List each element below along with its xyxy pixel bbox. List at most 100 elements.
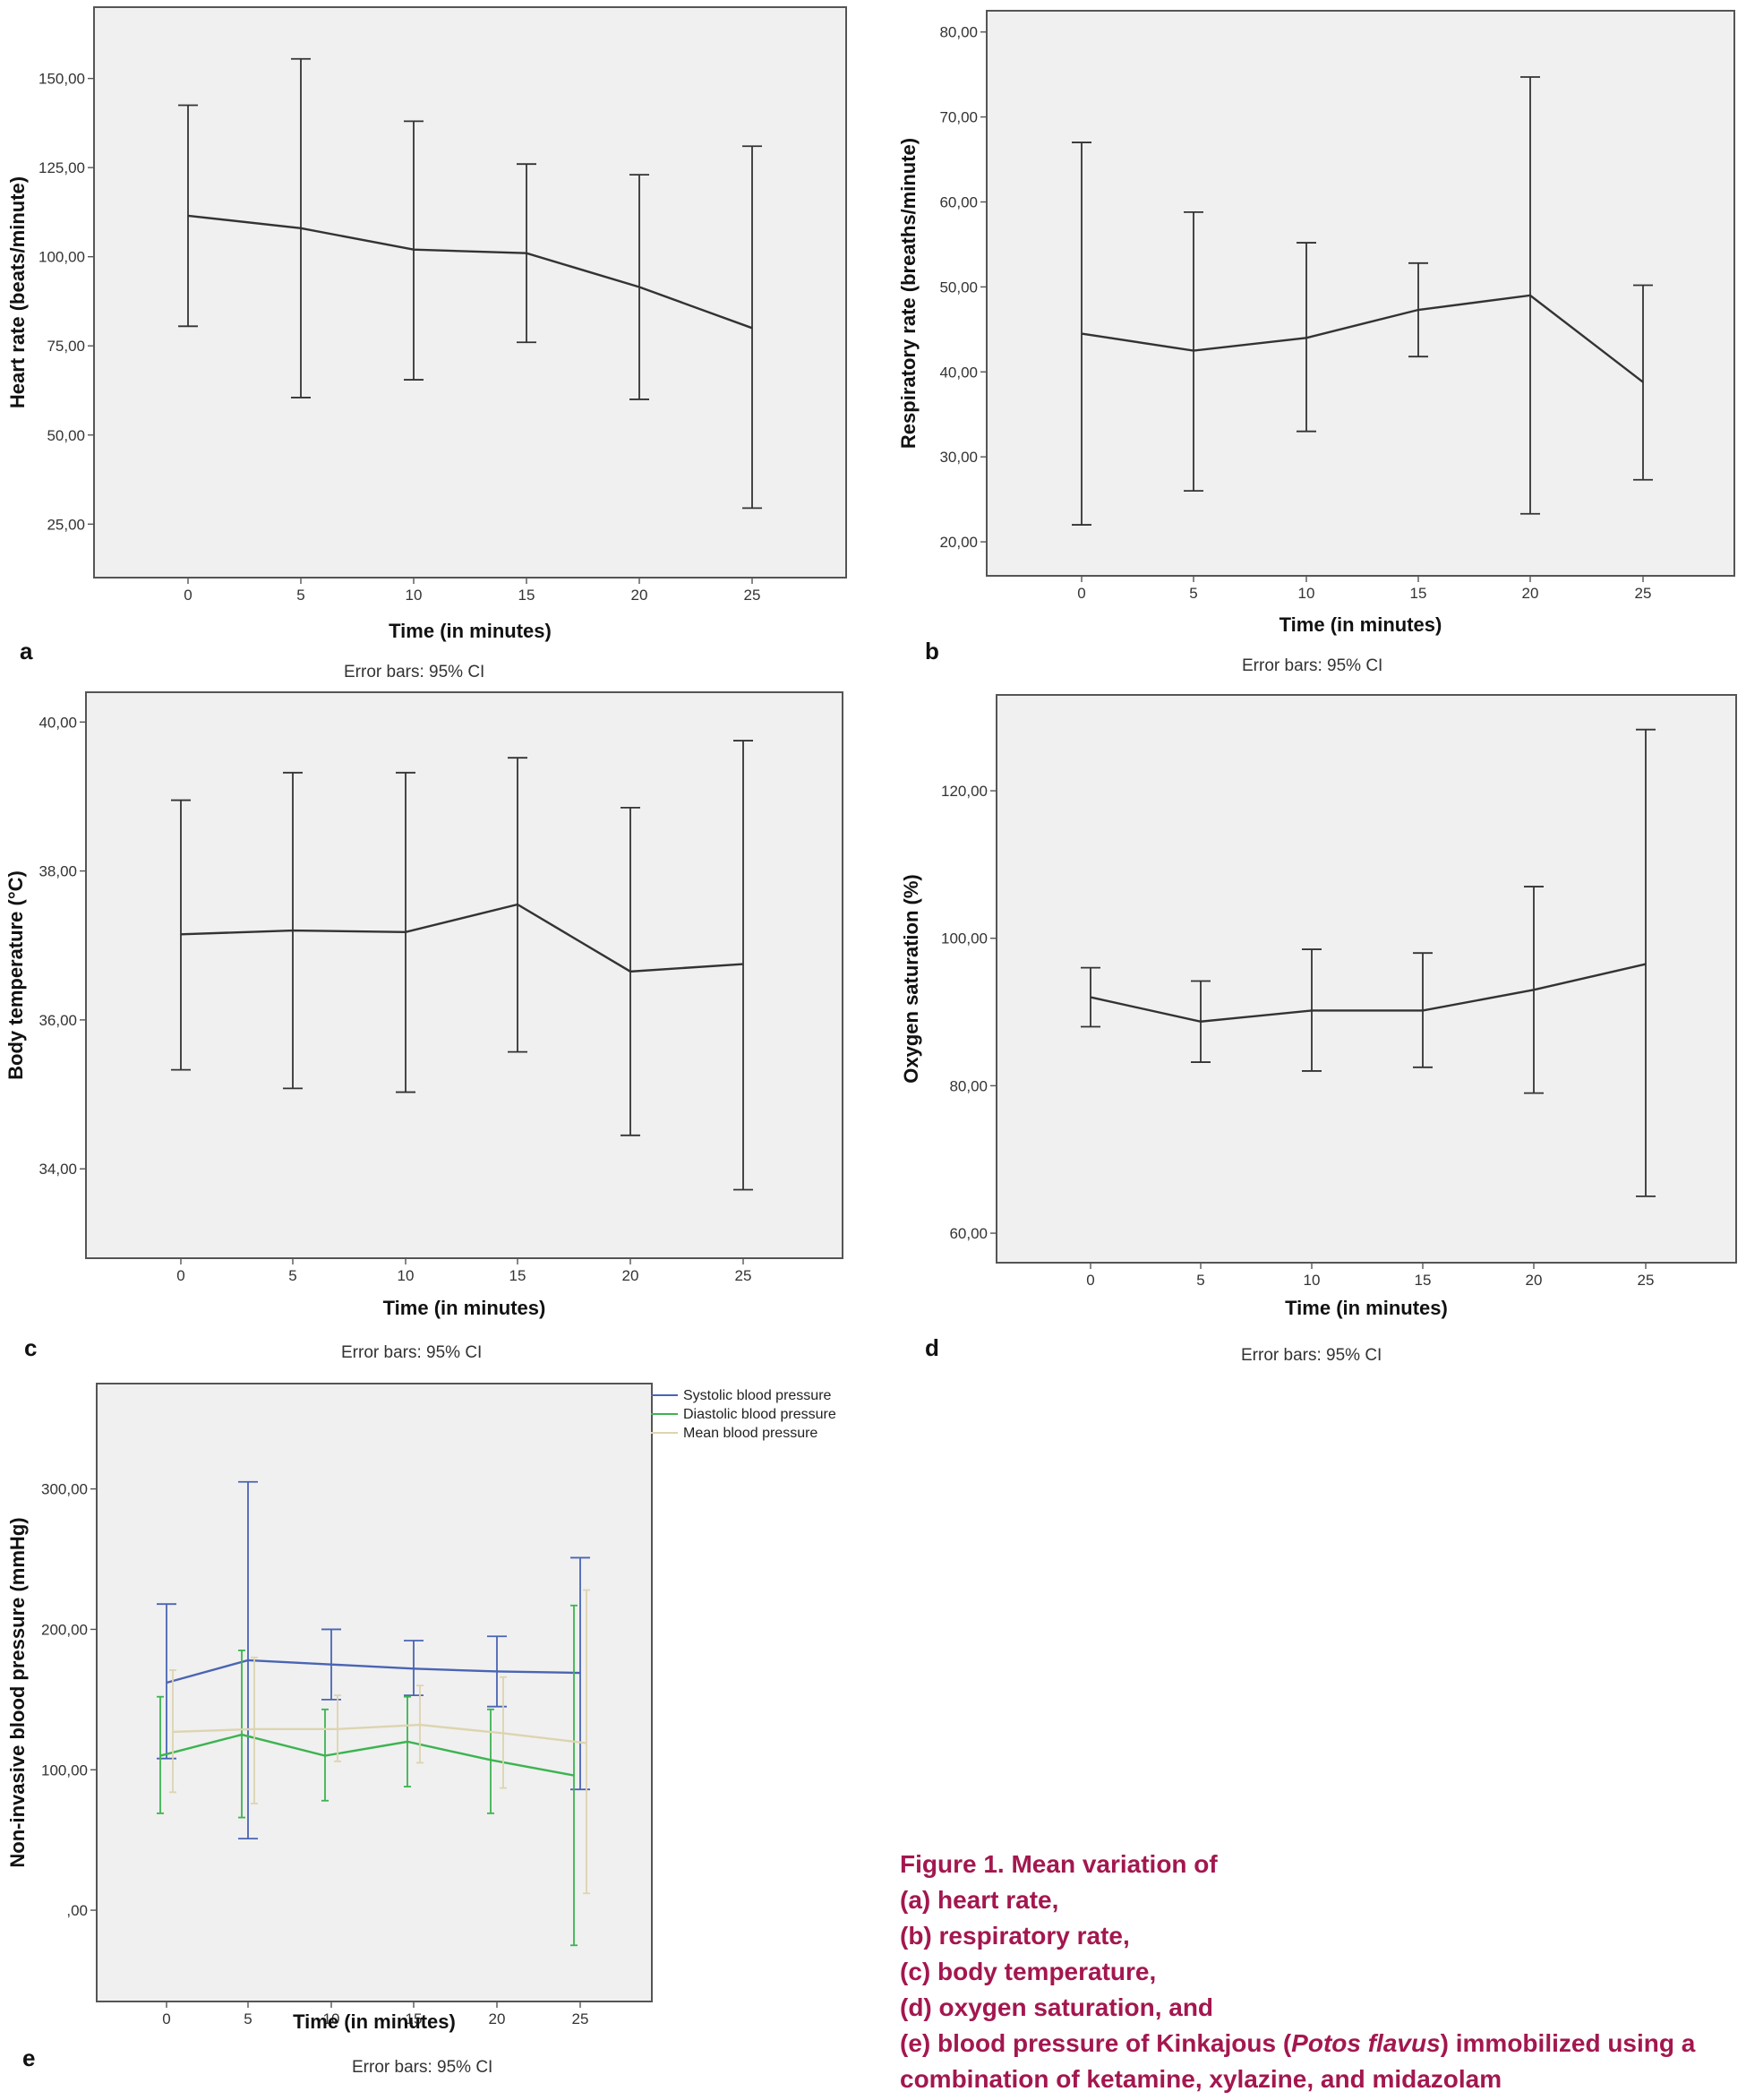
x-tick-label: 15 <box>518 587 535 604</box>
x-tick-label: 10 <box>1298 585 1315 602</box>
error-bars-note-d: Error bars: 95% CI <box>1241 1346 1382 1365</box>
y-tick-label: 300,00 <box>41 1481 88 1498</box>
y-tick-label: 80,00 <box>939 24 978 41</box>
x-tick-label: 0 <box>1077 585 1085 602</box>
y-tick-label: 60,00 <box>939 193 978 210</box>
x-tick-label: 10 <box>406 587 423 604</box>
y-tick-label: 20,00 <box>939 534 978 551</box>
y-axis-label: Heart rate (beats/minute) <box>6 176 29 408</box>
mean-line <box>180 903 744 973</box>
caption-species-name: Potos flavus <box>1291 2029 1441 2057</box>
y-tick-label: 150,00 <box>39 71 85 88</box>
y-tick-label: 30,00 <box>939 449 978 466</box>
y-tick-label: 36,00 <box>39 1012 77 1029</box>
caption-line: (d) oxygen saturation, and <box>900 1993 1214 2021</box>
x-axis-label: Time (in minutes) <box>1285 1297 1448 1319</box>
plot-area <box>85 691 843 1259</box>
caption-line: (e) blood pressure of Kinkajous (Potos f… <box>900 2026 1742 2061</box>
x-axis-label: Time (in minutes) <box>383 1297 546 1319</box>
x-tick-label: 20 <box>631 587 648 604</box>
plot-area <box>996 694 1737 1264</box>
panel-letter-b: b <box>925 638 939 664</box>
panel-letter-a: a <box>20 638 33 664</box>
y-tick-label: 50,00 <box>939 279 978 296</box>
x-tick-label: 0 <box>162 2010 170 2027</box>
error-bars-note-e: Error bars: 95% CI <box>352 2058 493 2077</box>
x-axis-label: Time (in minutes) <box>293 2010 456 2033</box>
figure-caption: Figure 1. Mean variation of (a) heart ra… <box>900 1847 1742 2097</box>
error-bars-note-a: Error bars: 95% CI <box>344 663 485 681</box>
y-tick-label: 125,00 <box>39 159 85 176</box>
y-axis-label: Respiratory rate (breaths/minute) <box>897 138 920 449</box>
x-tick-label: 0 <box>1086 1272 1094 1289</box>
x-tick-label: 25 <box>735 1267 752 1284</box>
body-temperature-chart: 34,00 36,00 38,00 40,00 0 5 10 15 20 25 Time (in m… <box>4 691 843 1319</box>
caption-line: (c) body temperature, <box>900 1958 1157 1985</box>
x-tick-label: 10 <box>1304 1272 1321 1289</box>
x-tick-label: 5 <box>244 2010 252 2027</box>
x-tick-label: 25 <box>1635 585 1652 602</box>
plot-area <box>986 10 1735 577</box>
caption-text: ) immobilized using a <box>1440 2029 1696 2057</box>
y-tick-label: 120,00 <box>941 783 988 800</box>
oxygen-saturation-chart: 60,00 80,00 100,00 120,00 0 5 10 15 20 25 Time (in… <box>900 694 1737 1319</box>
y-tick-label: 100,00 <box>39 249 85 266</box>
x-tick-label: 5 <box>296 587 304 604</box>
x-tick-label: 20 <box>489 2010 506 2027</box>
y-tick-label: 25,00 <box>47 516 85 533</box>
x-tick-label: 20 <box>1522 585 1539 602</box>
y-tick-label: 75,00 <box>47 338 85 355</box>
legend-label: Mean blood pressure <box>683 1426 817 1441</box>
x-tick-label: 25 <box>744 587 761 604</box>
blood-pressure-chart: ,00 100,00 200,00 300,00 0 5 10 15 20 25 Time (in … <box>6 1383 836 2033</box>
caption-line: (a) heart rate, <box>900 1886 1059 1914</box>
caption-line: combination of ketamine, xylazine, and m… <box>900 2065 1502 2093</box>
caption-line: (b) respiratory rate, <box>900 1922 1130 1950</box>
caption-text: (e) blood pressure of Kinkajous ( <box>900 2029 1292 2057</box>
x-tick-label: 25 <box>572 2010 589 2027</box>
panel-letter-c: c <box>24 1334 38 1361</box>
x-axis-label: Time (in minutes) <box>1280 613 1442 636</box>
y-axis-label: Non-invasive blood pressure (mmHg) <box>6 1517 29 1867</box>
mean-line <box>159 1733 575 1777</box>
y-tick-label: ,00 <box>66 1902 88 1919</box>
y-tick-label: 50,00 <box>47 427 85 444</box>
legend-label: Diastolic blood pressure <box>683 1407 836 1422</box>
x-tick-label: 5 <box>1189 585 1197 602</box>
y-tick-label: 40,00 <box>939 364 978 381</box>
y-axis-label: Body temperature (°C) <box>4 870 27 1080</box>
plot-area <box>96 1383 653 2002</box>
error-bars-note-c: Error bars: 95% CI <box>341 1343 483 1362</box>
x-tick-label: 0 <box>176 1267 184 1284</box>
mean-line <box>187 214 753 330</box>
y-tick-label: 60,00 <box>949 1225 988 1242</box>
x-tick-label: 15 <box>1410 585 1427 602</box>
x-tick-label: 5 <box>1196 1272 1204 1289</box>
x-tick-label: 15 <box>1415 1272 1432 1289</box>
x-tick-label: 20 <box>622 1267 639 1284</box>
panel-letter-d: d <box>925 1334 939 1361</box>
y-tick-label: 200,00 <box>41 1621 88 1638</box>
y-tick-label: 100,00 <box>941 930 988 947</box>
x-tick-label: 0 <box>184 587 192 604</box>
legend-label: Systolic blood pressure <box>683 1388 832 1403</box>
x-tick-label: 10 <box>323 2010 340 2027</box>
x-tick-label: 5 <box>288 1267 296 1284</box>
panel-letter-e: e <box>22 2044 36 2071</box>
y-tick-label: 80,00 <box>949 1077 988 1094</box>
y-tick-label: 40,00 <box>39 714 77 731</box>
mean-line <box>166 1659 581 1684</box>
mean-line <box>172 1723 587 1744</box>
y-tick-label: 70,00 <box>939 109 978 126</box>
y-tick-label: 100,00 <box>41 1761 88 1779</box>
y-tick-label: 34,00 <box>39 1161 77 1178</box>
mean-line <box>1081 294 1644 383</box>
mean-line <box>1090 963 1647 1023</box>
x-axis-label: Time (in minutes) <box>389 620 552 642</box>
respiratory-rate-chart: 20,00 30,00 40,00 50,00 60,00 70,00 80,00 0 5 10 1… <box>897 10 1735 636</box>
x-tick-label: 20 <box>1526 1272 1543 1289</box>
plot-area <box>93 6 847 579</box>
y-axis-label: Oxygen saturation (%) <box>900 874 922 1083</box>
caption-line: Figure 1. Mean variation of <box>900 1850 1218 1878</box>
x-tick-label: 10 <box>398 1267 415 1284</box>
